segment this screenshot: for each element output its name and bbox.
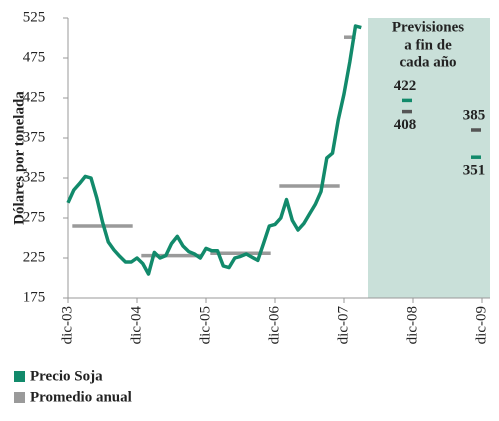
y-tick-label: 375 (23, 129, 46, 145)
price-line (66, 24, 362, 276)
forecast-label: 351 (463, 163, 486, 179)
y-tick-label: 175 (23, 289, 46, 305)
y-tick-label: 425 (23, 89, 46, 105)
x-tick-label: dic-05 (197, 306, 213, 344)
forecast-label: 385 (463, 107, 486, 123)
x-tick-label: dic-07 (335, 306, 351, 345)
y-tick-label: 225 (23, 249, 46, 265)
forecast-label: 422 (394, 78, 417, 94)
forecast-title: cada año (399, 54, 456, 70)
x-tick-label: dic-08 (404, 306, 420, 344)
y-tick-label: 325 (23, 169, 46, 185)
y-tick-label: 275 (23, 209, 46, 225)
legend-swatch (14, 392, 25, 403)
legend-swatch (14, 371, 25, 382)
forecast-title: a fin de (404, 37, 452, 53)
forecast-area (368, 18, 490, 298)
y-axis-label: Dólares por tonelada (11, 91, 27, 225)
x-tick-label: dic-04 (128, 306, 144, 345)
x-tick-label: dic-06 (266, 306, 282, 345)
legend-label: Precio Soja (30, 368, 103, 384)
legend-label: Promedio anual (30, 389, 132, 405)
forecast-title: Previsiones (392, 19, 464, 35)
x-tick-label: dic-03 (59, 306, 75, 344)
y-tick-label: 525 (23, 9, 46, 25)
x-tick-label: dic-09 (473, 306, 489, 344)
forecast-label: 408 (394, 117, 417, 133)
y-tick-label: 475 (23, 49, 46, 65)
